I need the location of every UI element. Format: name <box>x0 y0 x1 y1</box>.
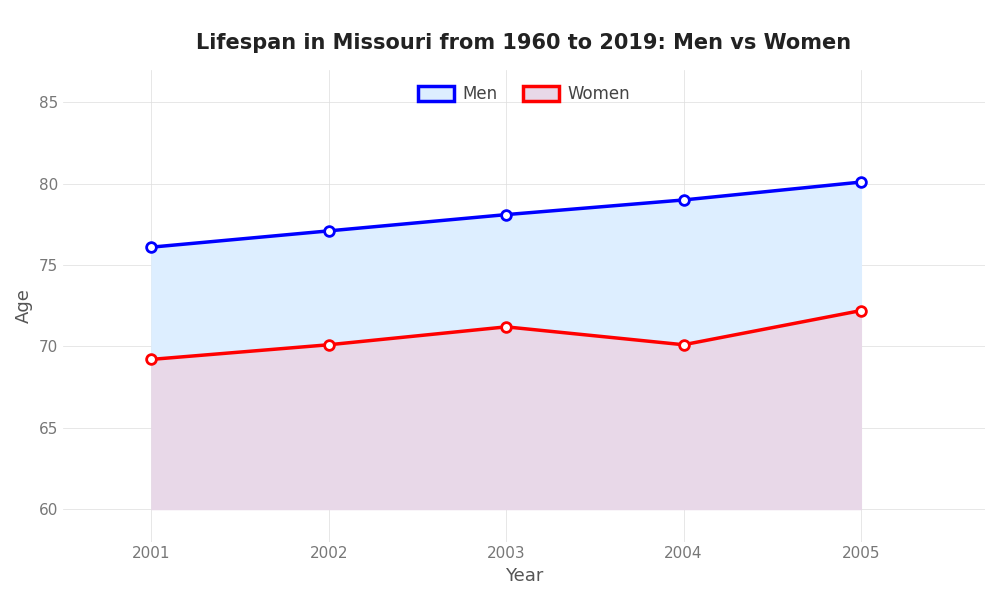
Title: Lifespan in Missouri from 1960 to 2019: Men vs Women: Lifespan in Missouri from 1960 to 2019: … <box>196 33 851 53</box>
X-axis label: Year: Year <box>505 567 543 585</box>
Legend: Men, Women: Men, Women <box>411 78 637 109</box>
Y-axis label: Age: Age <box>15 288 33 323</box>
